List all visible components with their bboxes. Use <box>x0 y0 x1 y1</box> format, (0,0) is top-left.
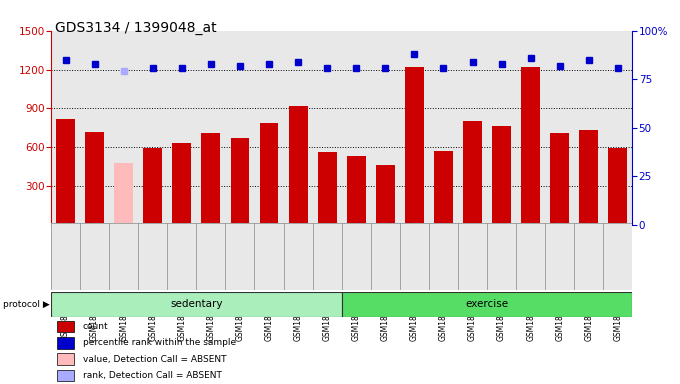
Bar <box>376 165 395 225</box>
Bar <box>341 292 632 317</box>
Bar <box>57 321 74 333</box>
Bar <box>318 152 337 225</box>
Bar <box>434 151 453 225</box>
Bar <box>57 353 74 365</box>
Bar <box>57 337 74 349</box>
Bar <box>85 132 104 225</box>
Bar <box>143 148 163 225</box>
Bar <box>550 133 569 225</box>
Bar <box>579 130 598 225</box>
Text: GDS3134 / 1399048_at: GDS3134 / 1399048_at <box>55 21 217 35</box>
Bar <box>347 156 366 225</box>
Bar <box>288 106 307 225</box>
Text: value, Detection Call = ABSENT: value, Detection Call = ABSENT <box>83 355 226 364</box>
Bar <box>521 67 540 225</box>
Bar <box>201 133 220 225</box>
Bar <box>260 122 279 225</box>
Text: sedentary: sedentary <box>170 299 222 310</box>
Bar <box>51 292 341 317</box>
Bar <box>172 143 191 225</box>
Text: percentile rank within the sample: percentile rank within the sample <box>83 338 236 348</box>
Text: rank, Detection Call = ABSENT: rank, Detection Call = ABSENT <box>83 371 222 380</box>
Bar <box>56 119 75 225</box>
Bar <box>609 148 628 225</box>
Bar <box>57 370 74 381</box>
Bar <box>405 67 424 225</box>
Text: count: count <box>83 322 108 331</box>
Text: protocol ▶: protocol ▶ <box>3 300 50 309</box>
Bar <box>114 162 133 225</box>
Bar <box>463 121 482 225</box>
Bar <box>231 138 250 225</box>
Text: exercise: exercise <box>466 299 509 310</box>
Bar <box>492 126 511 225</box>
